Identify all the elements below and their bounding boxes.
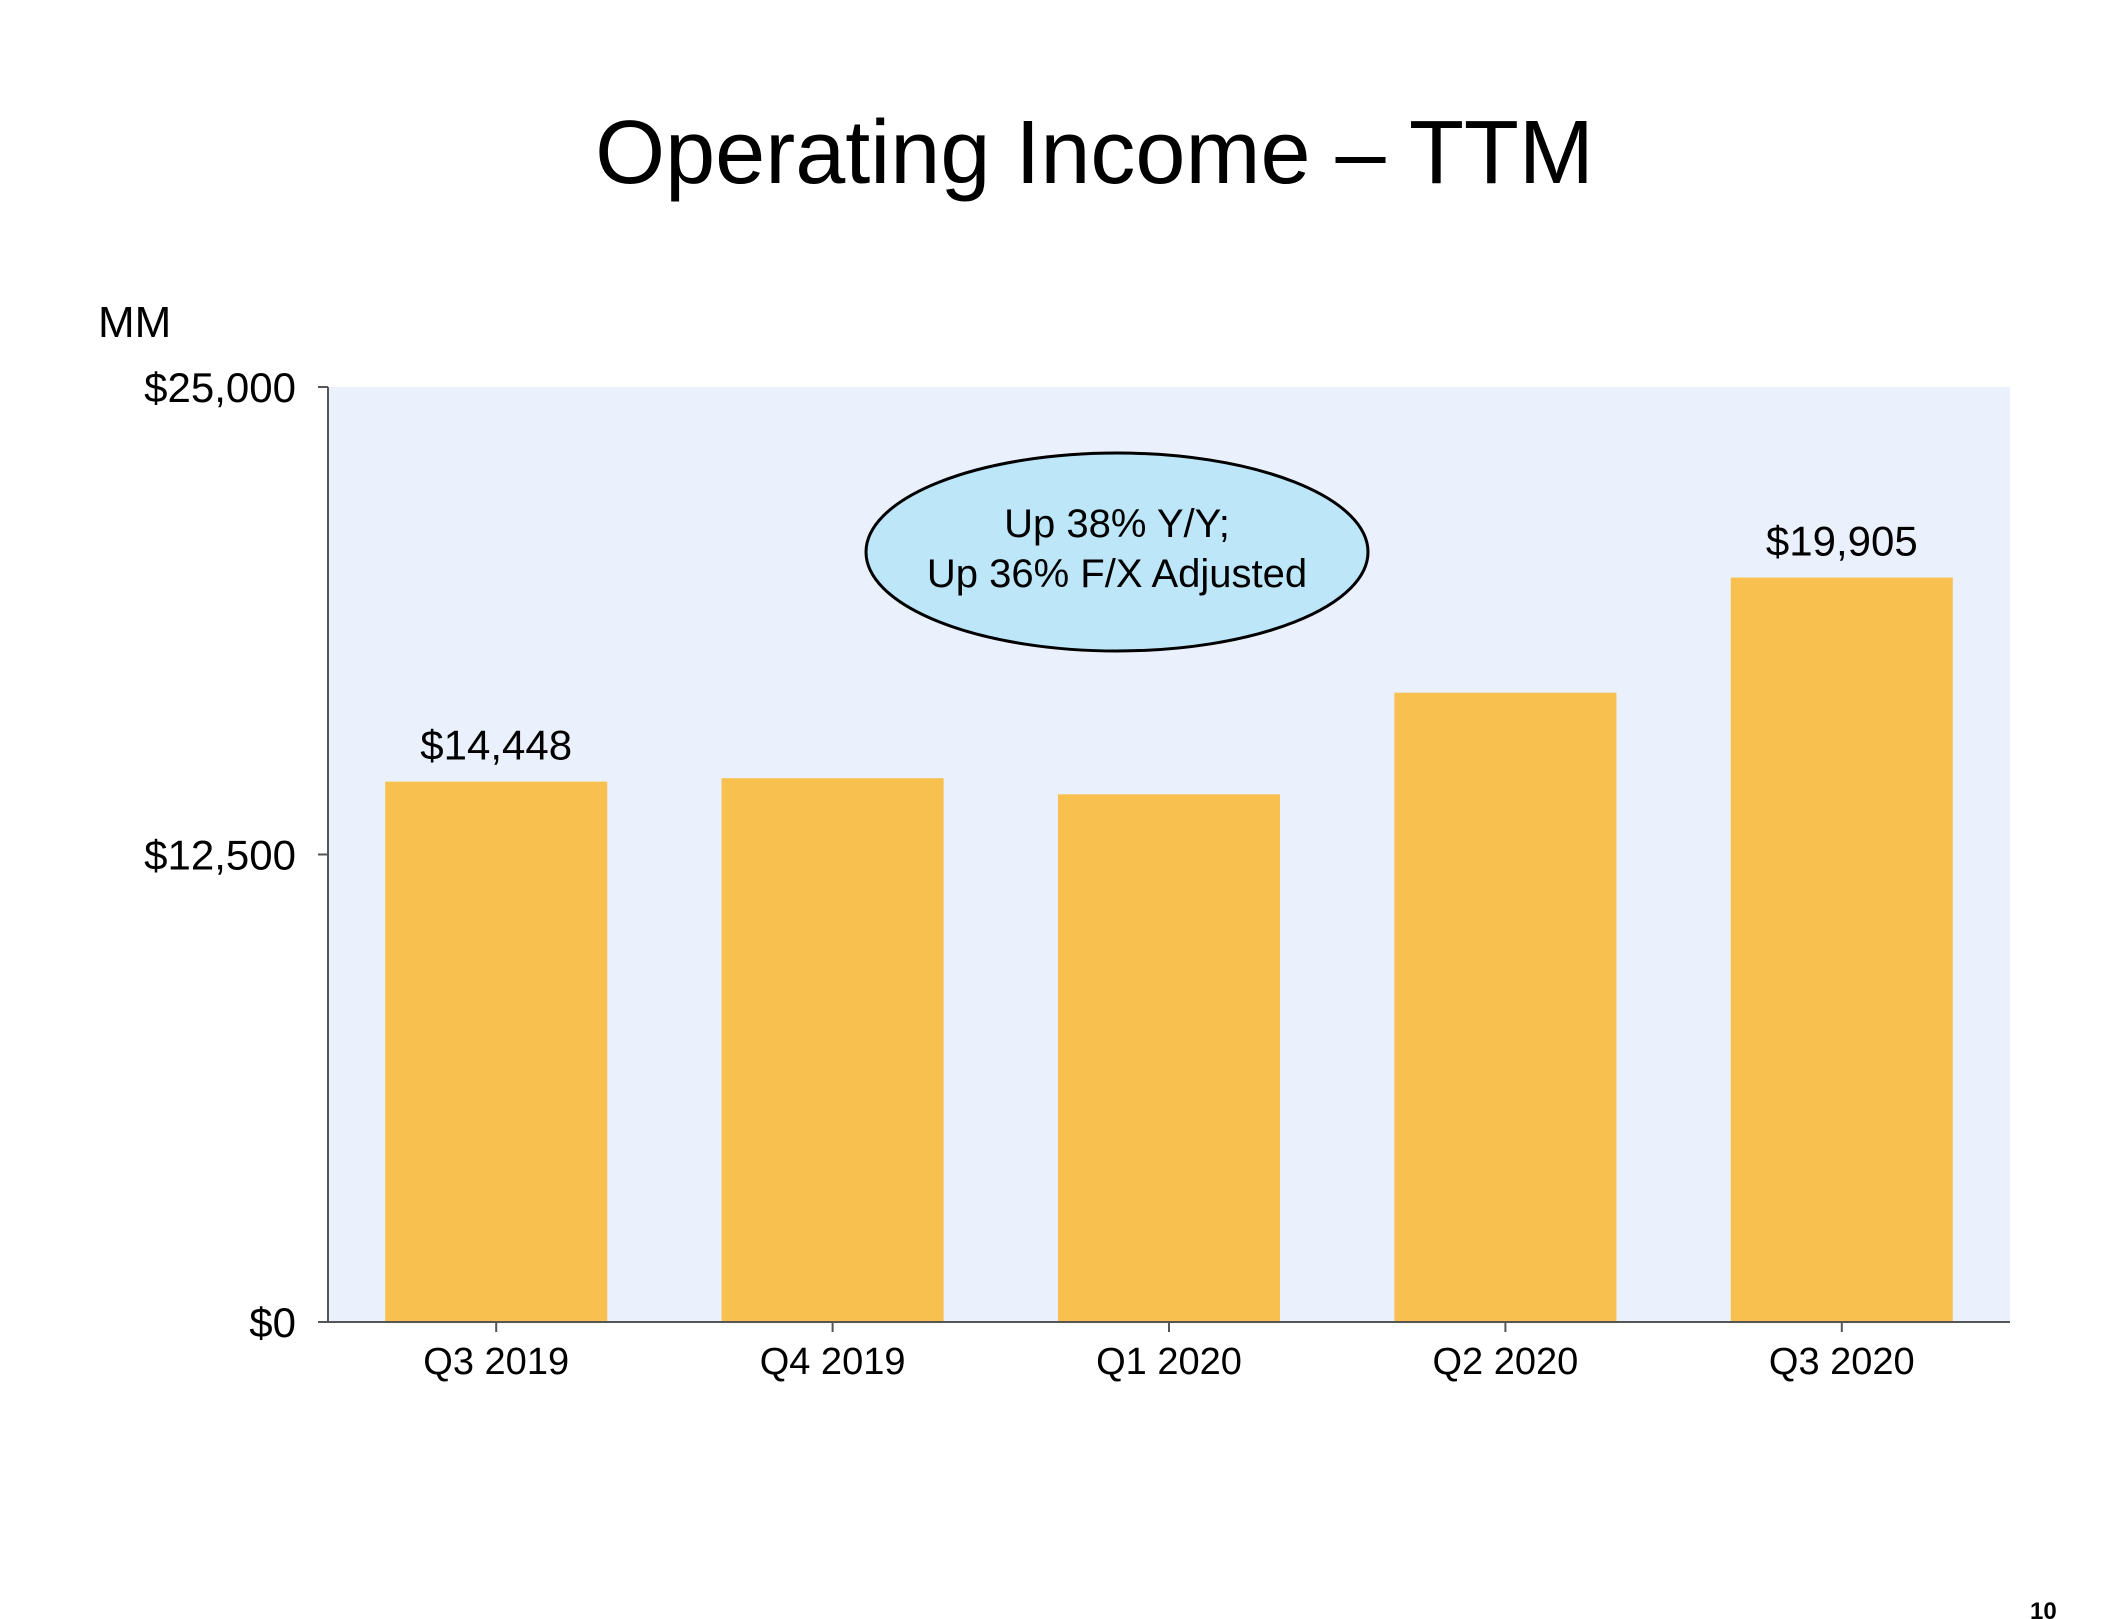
axes-group bbox=[318, 386, 2010, 1332]
y-tick-label: $0 bbox=[249, 1299, 296, 1346]
x-tick-label: Q3 2019 bbox=[423, 1341, 569, 1383]
bar-q1-2020 bbox=[1057, 794, 1281, 1322]
callout-ellipse bbox=[864, 451, 1370, 653]
x-tick-label: Q2 2020 bbox=[1433, 1341, 1579, 1383]
callout-line-2: Up 36% F/X Adjusted bbox=[927, 552, 1307, 596]
callout-line-1: Up 38% Y/Y; bbox=[1004, 502, 1230, 546]
x-tick-label: Q1 2020 bbox=[1096, 1341, 1242, 1383]
bar-q3-2020 bbox=[1730, 577, 1953, 1322]
bar-q2-2020 bbox=[1394, 692, 1617, 1322]
y-tick-label: $12,500 bbox=[144, 832, 296, 879]
x-tick-label: Q4 2019 bbox=[760, 1341, 906, 1383]
y-tick-label: $25,000 bbox=[144, 364, 296, 411]
x-tick-label: Q3 2020 bbox=[1769, 1341, 1915, 1383]
y-axis-unit-label: MM bbox=[98, 298, 172, 347]
labels-group: Q3 2019 $14,448 Q4 2019 Q1 2020 Q2 2020 Q3 20… bbox=[144, 364, 1918, 1383]
callout-bubble: Up 38% Y/Y; Up 36% F/X Adjusted bbox=[864, 451, 1370, 653]
data-label: $19,905 bbox=[1766, 518, 1918, 565]
slide-title: Operating Income – TTM bbox=[595, 103, 1594, 203]
page-number: 10 bbox=[2030, 1598, 2057, 1619]
bars-group bbox=[385, 577, 1953, 1322]
bar-q4-2019 bbox=[721, 778, 944, 1322]
data-label: $14,448 bbox=[420, 722, 572, 769]
bar-q3-2019 bbox=[385, 781, 608, 1322]
